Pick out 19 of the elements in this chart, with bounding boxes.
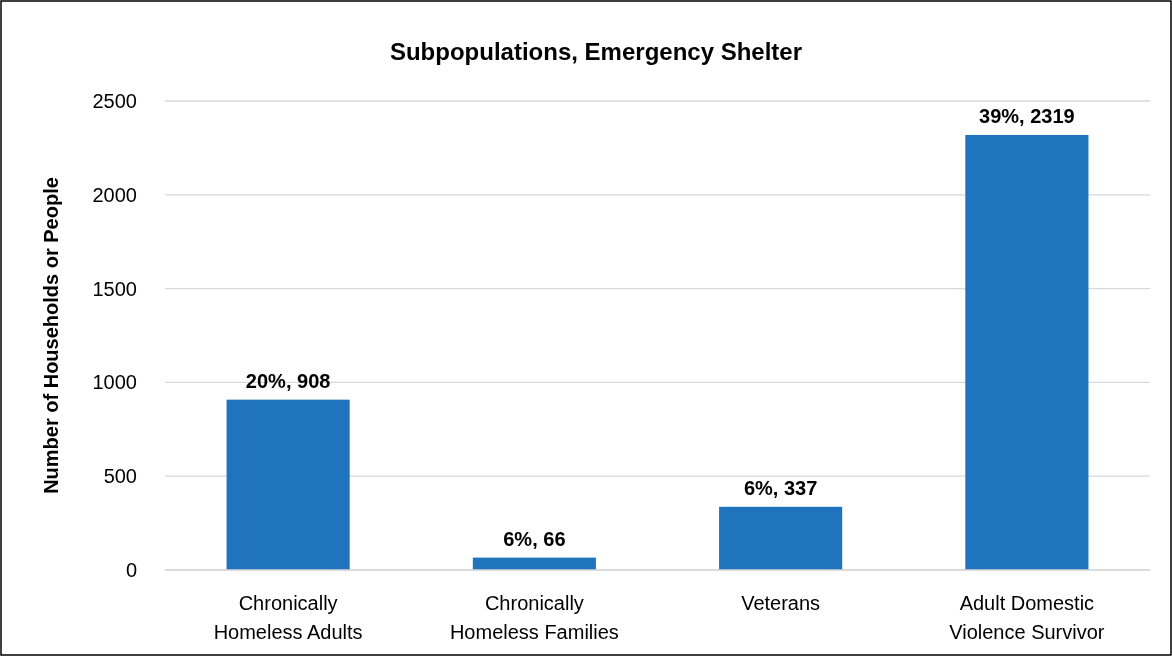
y-tick-label: 1500	[92, 277, 137, 300]
y-tick-label: 0	[125, 558, 137, 581]
bar	[226, 399, 350, 570]
y-tick-label: 500	[103, 465, 137, 488]
data-label: 39%, 2319	[979, 104, 1075, 127]
bar	[719, 506, 843, 570]
data-label: 6%, 66	[503, 527, 566, 550]
x-tick-label: Chronically Homeless Adults	[213, 592, 363, 643]
data-label: 6%, 337	[743, 476, 818, 499]
data-label: 20%, 908	[245, 369, 331, 392]
y-axis-title: Number of Households or People	[40, 177, 62, 494]
x-tick-label: Veterans	[741, 592, 821, 614]
y-tick-label: 2500	[92, 89, 137, 112]
y-tick-label: 1000	[92, 371, 137, 394]
x-tick-label: Chronically Homeless Families	[449, 592, 619, 643]
chart-title: Subpopulations, Emergency Shelter	[389, 38, 803, 65]
bar	[965, 134, 1089, 570]
y-tick-label: 2000	[92, 183, 137, 206]
x-tick-label: Adult Domestic Violence Survivor	[949, 592, 1105, 643]
